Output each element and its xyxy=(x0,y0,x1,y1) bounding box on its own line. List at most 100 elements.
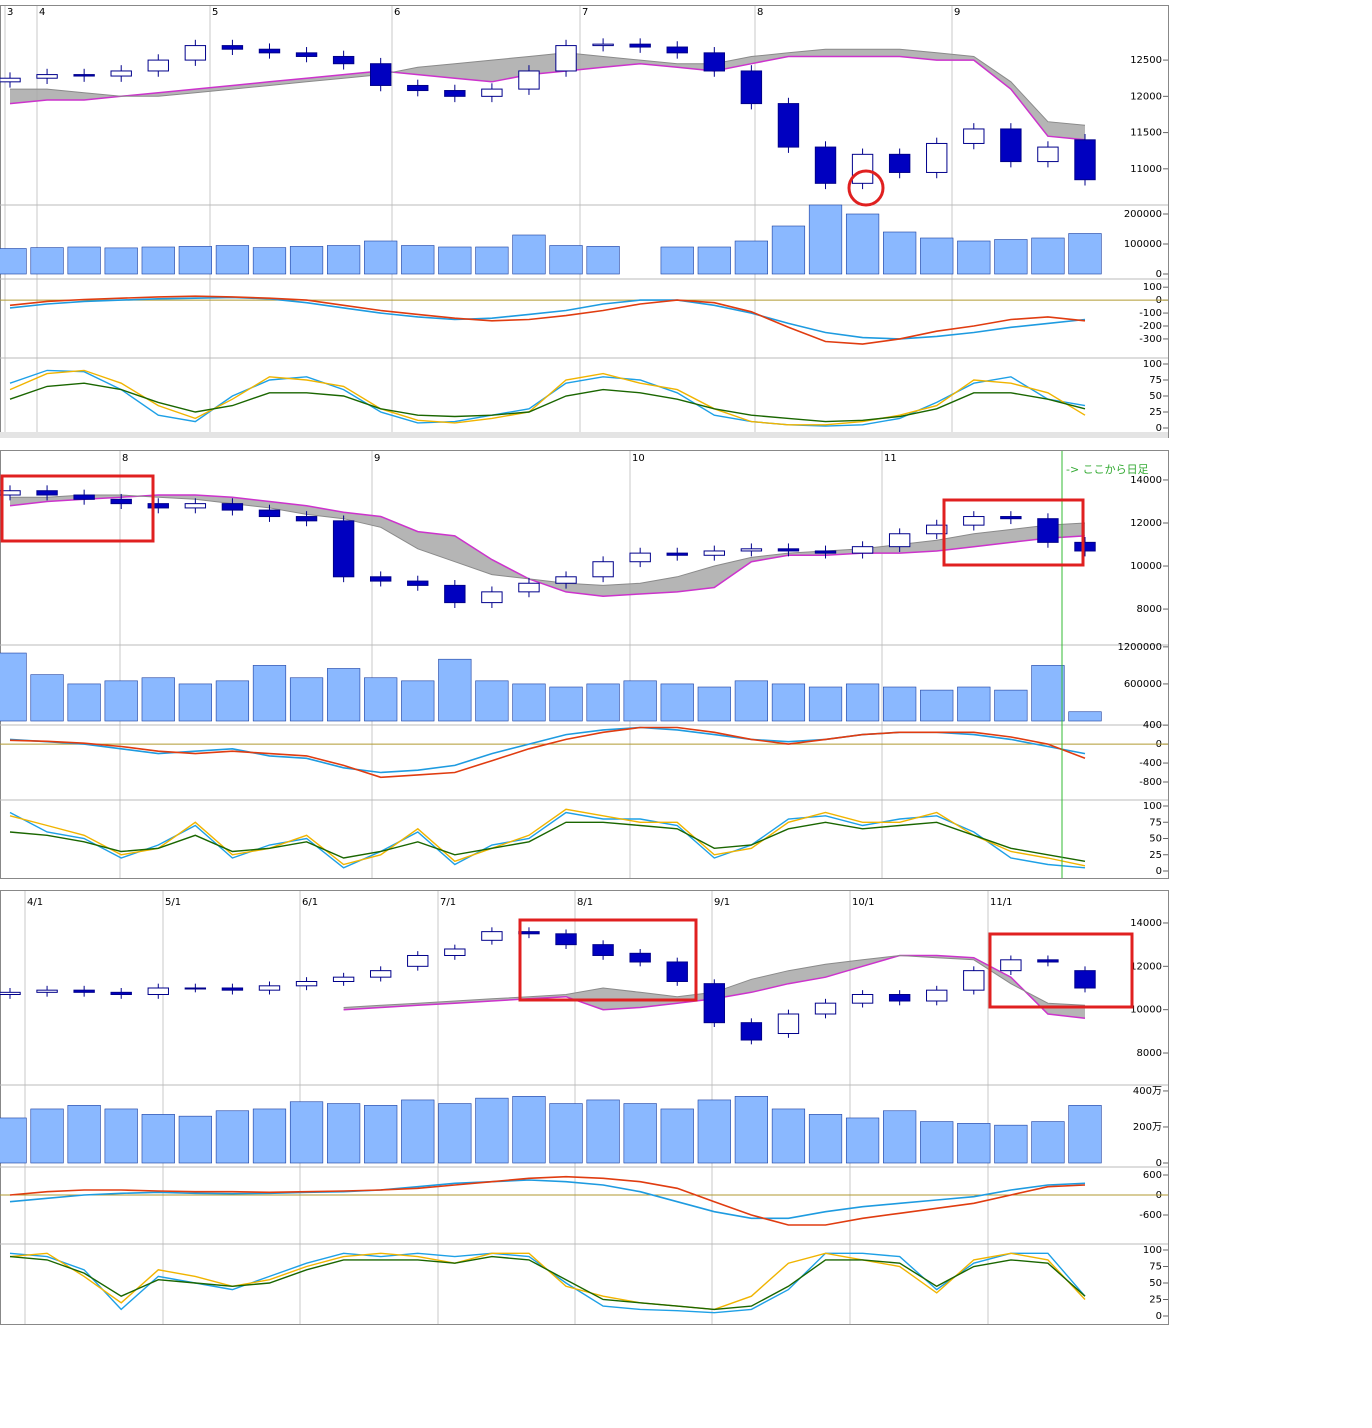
y-tick-label: 200万 xyxy=(1133,1122,1162,1133)
volume-bar xyxy=(1068,1105,1102,1164)
candle-body xyxy=(888,533,911,548)
y-tick-label: 8000 xyxy=(1137,604,1162,615)
candle-body xyxy=(0,77,21,83)
candle-body xyxy=(147,59,169,72)
volume-bar xyxy=(586,1099,620,1164)
candle-body xyxy=(777,1013,800,1035)
macd-line xyxy=(9,1175,1086,1226)
volume-bar xyxy=(771,225,806,275)
y-tick-label: 8000 xyxy=(1137,1048,1162,1059)
x-tick-label: 6 xyxy=(394,7,400,18)
macd-line xyxy=(9,726,1086,779)
volume-bar xyxy=(920,1121,954,1164)
candle-body xyxy=(851,546,874,554)
macd-line xyxy=(9,1179,1086,1220)
candle-body xyxy=(1037,518,1059,543)
candle-body xyxy=(295,980,318,987)
candle-body xyxy=(481,931,503,941)
volume-bar xyxy=(808,204,843,275)
y-tick-label: 400万 xyxy=(1133,1086,1162,1097)
volume-bar xyxy=(141,1114,175,1164)
volume-bar xyxy=(0,248,27,275)
volume-bar xyxy=(104,1108,138,1164)
x-tick-label: 11 xyxy=(884,453,897,464)
volume-bar xyxy=(252,247,287,275)
volume-bar xyxy=(623,680,657,722)
volume-bar xyxy=(957,240,991,275)
x-tick-label: 3 xyxy=(7,7,13,18)
volume-bar xyxy=(586,683,620,722)
x-tick-label: 8 xyxy=(757,7,763,18)
candle-body xyxy=(926,524,948,535)
y-tick-label: 400 xyxy=(1143,720,1162,731)
volume-bar xyxy=(549,245,583,275)
volume-bar xyxy=(252,1108,287,1164)
candle-body xyxy=(110,498,132,505)
y-tick-label: 600000 xyxy=(1124,679,1162,690)
volume-bar xyxy=(1068,233,1102,275)
volume-bar xyxy=(660,683,694,722)
volume-bar xyxy=(178,683,212,722)
panel-frame xyxy=(0,450,1169,879)
volume-bar xyxy=(734,240,768,275)
volume-bar xyxy=(957,1123,991,1164)
candle-body xyxy=(332,520,355,578)
candle-body xyxy=(221,45,244,50)
y-tick-label: 100 xyxy=(1143,282,1162,293)
volume-bar xyxy=(30,1108,64,1164)
stochastic-line xyxy=(9,811,1086,869)
candle-body xyxy=(777,103,800,148)
y-tick-label: 50 xyxy=(1149,391,1162,402)
volume-bar xyxy=(141,246,175,275)
volume-bar xyxy=(845,213,880,275)
candle-body xyxy=(36,490,58,496)
stochastic-line xyxy=(9,821,1086,862)
x-tick-label: 10/1 xyxy=(852,897,874,908)
x-tick-label: 8/1 xyxy=(577,897,593,908)
stochastic-line xyxy=(9,808,1086,867)
volume-bar xyxy=(364,1105,398,1164)
volume-bar xyxy=(401,245,435,275)
candle-body xyxy=(110,991,132,995)
volume-bar xyxy=(623,1103,657,1164)
x-tick-label: 8 xyxy=(122,453,128,464)
y-tick-label: 200000 xyxy=(1124,209,1162,220)
candle-body xyxy=(1037,959,1059,963)
candle-body xyxy=(703,52,726,72)
candle-body xyxy=(0,490,21,496)
candle-body xyxy=(888,153,911,173)
candle-body xyxy=(666,961,688,982)
cloud-span-a xyxy=(10,48,1086,126)
volume-bar xyxy=(364,677,398,722)
candle-body xyxy=(369,63,392,86)
candle-body xyxy=(73,494,95,500)
candle-body xyxy=(73,989,95,993)
candle-body xyxy=(629,552,651,563)
highlight-box xyxy=(0,474,155,543)
volume-bar xyxy=(883,231,917,275)
candle-body xyxy=(814,146,837,184)
scrollbar[interactable] xyxy=(0,432,1168,438)
candle-body xyxy=(851,993,874,1004)
candle-body xyxy=(518,931,540,935)
candle-body xyxy=(592,43,614,47)
volume-bar xyxy=(475,1097,509,1164)
volume-bar xyxy=(438,246,472,275)
x-tick-label: 9 xyxy=(954,7,960,18)
stochastic-line xyxy=(9,369,1086,427)
candle-body xyxy=(444,584,466,604)
volume-bar xyxy=(401,1099,435,1164)
y-tick-label: 0 xyxy=(1156,269,1162,280)
candle-body xyxy=(258,509,281,518)
volume-bar xyxy=(808,686,843,722)
volume-bar xyxy=(104,247,138,275)
candle-body xyxy=(1000,516,1022,520)
x-tick-label: 9/1 xyxy=(714,897,730,908)
highlight-box xyxy=(988,932,1134,1009)
y-tick-label: 0 xyxy=(1156,423,1162,434)
candle-body xyxy=(666,552,688,556)
y-tick-label: 50 xyxy=(1149,834,1162,845)
candle-body xyxy=(963,516,985,526)
candle-body xyxy=(963,128,985,144)
